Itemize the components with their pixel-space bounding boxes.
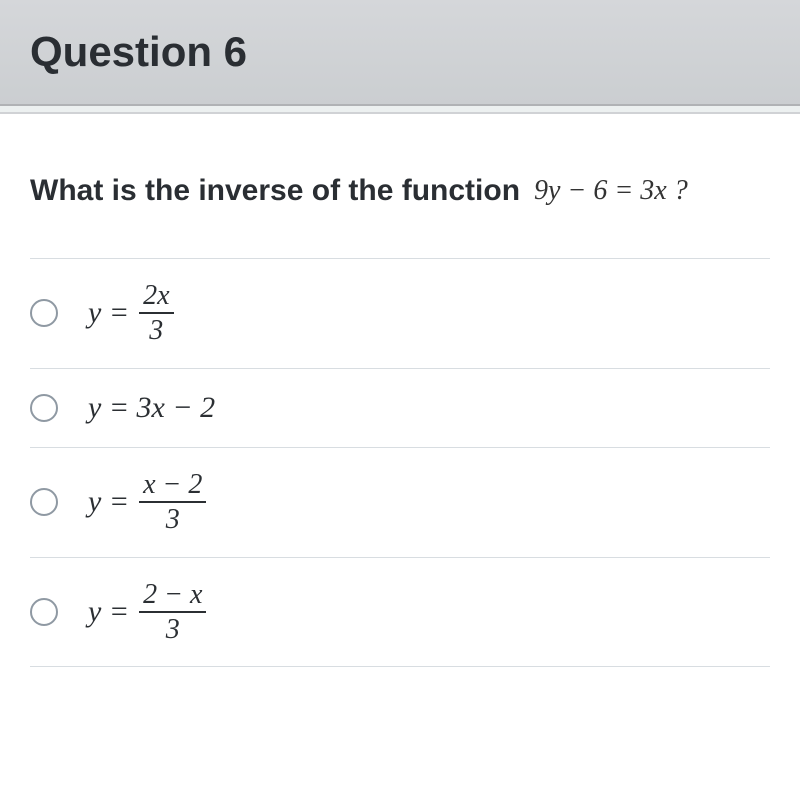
option-b[interactable]: y = 3x − 2	[30, 368, 770, 447]
option-a-denominator: 3	[139, 312, 173, 345]
radio-icon[interactable]	[30, 299, 58, 327]
option-a-fraction: 2x 3	[139, 281, 173, 346]
question-number-title: Question 6	[30, 28, 770, 76]
option-a-numerator: 2x	[139, 281, 173, 312]
prompt-text: What is the inverse of the function	[30, 174, 520, 208]
radio-icon[interactable]	[30, 598, 58, 626]
prompt-equation: 9y − 6 = 3x ?	[528, 175, 688, 207]
option-d-denominator: 3	[139, 611, 206, 644]
option-c-fraction: x − 2 3	[139, 470, 206, 535]
question-content: What is the inverse of the function 9y −…	[0, 112, 800, 812]
option-b-lhs: y = 3x − 2	[88, 391, 215, 425]
option-b-expression: y = 3x − 2	[88, 391, 215, 425]
question-prompt: What is the inverse of the function 9y −…	[0, 114, 800, 258]
option-d-expression: y = 2 − x 3	[88, 580, 206, 645]
option-c-expression: y = x − 2 3	[88, 470, 206, 535]
question-header: Question 6	[0, 0, 800, 106]
radio-icon[interactable]	[30, 488, 58, 516]
option-c[interactable]: y = x − 2 3	[30, 447, 770, 557]
option-d-numerator: 2 − x	[139, 580, 206, 611]
option-a[interactable]: y = 2x 3	[30, 258, 770, 368]
option-d-fraction: 2 − x 3	[139, 580, 206, 645]
radio-icon[interactable]	[30, 394, 58, 422]
option-c-denominator: 3	[139, 501, 206, 534]
option-d-lhs: y =	[88, 595, 129, 629]
answer-options: y = 2x 3 y = 3x − 2 y = x − 2 3	[0, 258, 800, 667]
option-d[interactable]: y = 2 − x 3	[30, 557, 770, 668]
option-a-expression: y = 2x 3	[88, 281, 174, 346]
option-c-numerator: x − 2	[139, 470, 206, 501]
option-c-lhs: y =	[88, 485, 129, 519]
option-a-lhs: y =	[88, 296, 129, 330]
